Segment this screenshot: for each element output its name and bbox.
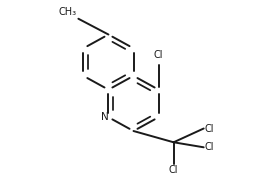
Text: Cl: Cl	[169, 165, 178, 175]
Text: Cl: Cl	[154, 50, 163, 60]
Text: CH₃: CH₃	[58, 7, 76, 17]
Text: Cl: Cl	[205, 142, 214, 152]
Text: Cl: Cl	[205, 124, 214, 134]
Text: N: N	[101, 112, 108, 122]
